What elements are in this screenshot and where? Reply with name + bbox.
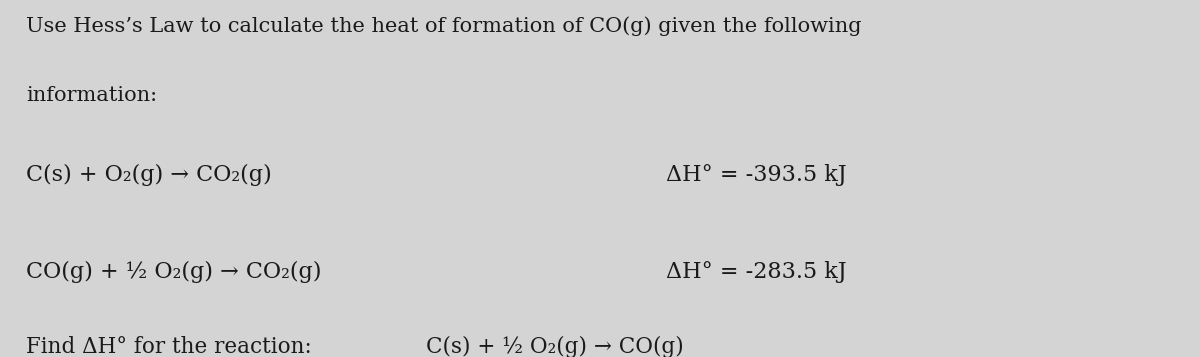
Text: ΔH° = -393.5 kJ: ΔH° = -393.5 kJ <box>666 164 847 186</box>
Text: information:: information: <box>26 86 157 105</box>
Text: C(s) + O₂(g) → CO₂(g): C(s) + O₂(g) → CO₂(g) <box>26 164 272 186</box>
Text: Find ΔH° for the reaction:: Find ΔH° for the reaction: <box>26 336 312 357</box>
Text: C(s) + ½ O₂(g) → CO(g): C(s) + ½ O₂(g) → CO(g) <box>426 336 684 357</box>
Text: CO(g) + ½ O₂(g) → CO₂(g): CO(g) + ½ O₂(g) → CO₂(g) <box>26 261 322 283</box>
Text: ΔH° = -283.5 kJ: ΔH° = -283.5 kJ <box>666 261 847 283</box>
Text: Use Hess’s Law to calculate the heat of formation of CO(g) given the following: Use Hess’s Law to calculate the heat of … <box>26 16 862 36</box>
